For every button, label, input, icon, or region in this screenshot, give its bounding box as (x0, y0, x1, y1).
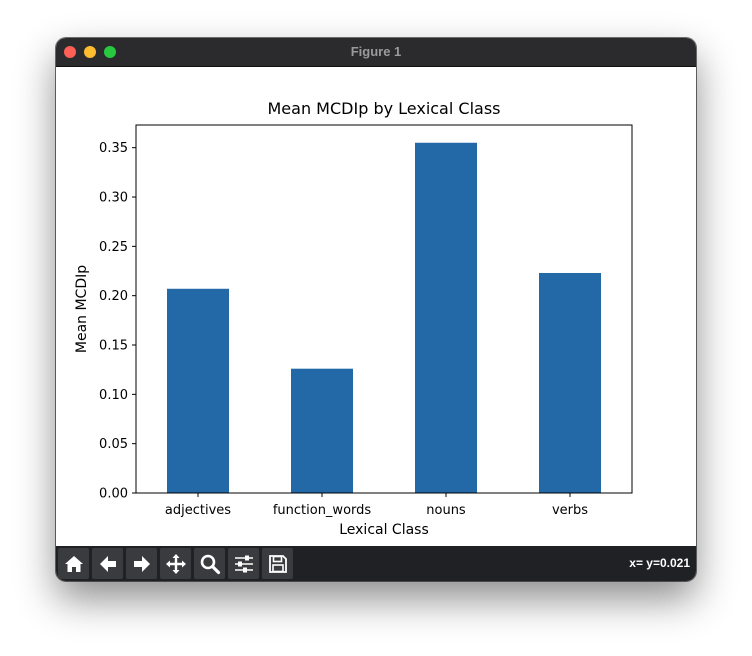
close-window-button[interactable] (64, 46, 76, 58)
back-button[interactable] (92, 548, 123, 579)
y-tick-label: 0.35 (99, 141, 128, 156)
x-tick-label: adjectives (165, 503, 231, 518)
axes-frame (135, 124, 633, 494)
navigation-toolbar: x= y=0.021 (56, 546, 696, 581)
title-bar[interactable]: Figure 1 (56, 38, 696, 67)
y-tick-label: 0.20 (99, 289, 128, 304)
save-button[interactable] (262, 548, 293, 579)
pan-button[interactable] (160, 548, 191, 579)
bar-nouns (415, 142, 477, 493)
bar-chart: Mean MCDIp by Lexical Class 0.00 0.05 0.10… (74, 99, 633, 538)
y-axis-label: Mean MCDIp (74, 265, 90, 353)
configure-subplots-icon (234, 555, 253, 572)
y-tick-label: 0.25 (99, 240, 128, 255)
bar-function_words (291, 368, 353, 493)
y-tick-label: 0.00 (99, 487, 128, 502)
figure-canvas[interactable]: Mean MCDIp by Lexical Class 0.00 0.05 0.10… (56, 67, 696, 546)
x-tick-label: verbs (552, 503, 588, 518)
zoom-magnifier-icon (200, 554, 220, 574)
bar-adjectives (167, 288, 229, 493)
window-title: Figure 1 (350, 44, 402, 59)
figure-window: Figure 1 Mean MCDIp by Lexical Class 0.0… (56, 38, 696, 581)
forward-button[interactable] (126, 548, 157, 579)
bar-verbs (539, 272, 601, 493)
chart-title: Mean MCDIp by Lexical Class (268, 99, 501, 118)
y-tick-label: 0.30 (99, 191, 128, 206)
pan-move-icon (165, 553, 186, 574)
x-tick-label: nouns (426, 503, 466, 518)
save-floppy-icon (268, 554, 287, 573)
x-axis-label: Lexical Class (339, 522, 429, 538)
home-icon (64, 555, 83, 572)
y-tick-label: 0.05 (99, 437, 128, 452)
configure-subplots-button[interactable] (228, 548, 259, 579)
y-tick-label: 0.15 (99, 339, 128, 354)
x-tick-label: function_words (273, 503, 372, 518)
forward-arrow-icon (133, 555, 150, 572)
home-button[interactable] (58, 548, 89, 579)
zoom-button[interactable] (194, 548, 225, 579)
cursor-coordinates: x= y=0.021 (629, 556, 690, 570)
y-tick-label: 0.10 (99, 388, 128, 403)
maximize-window-button[interactable] (104, 46, 116, 58)
minimize-window-button[interactable] (84, 46, 96, 58)
back-arrow-icon (99, 555, 116, 572)
